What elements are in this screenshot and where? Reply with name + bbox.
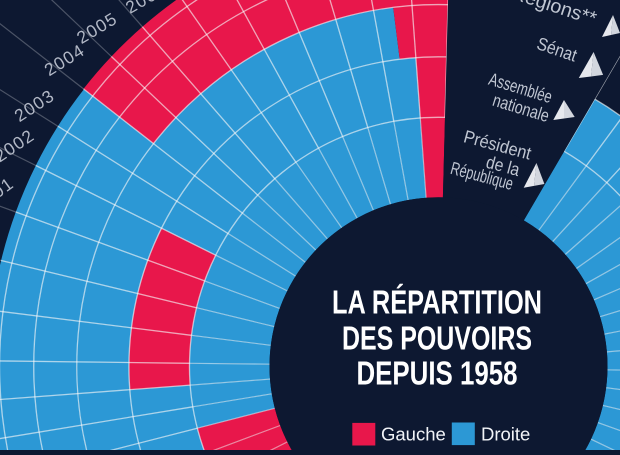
svg-text:Droite: Droite (481, 423, 530, 444)
svg-text:DEPUIS 1958: DEPUIS 1958 (357, 356, 518, 393)
svg-text:DES POUVOIRS: DES POUVOIRS (342, 321, 532, 358)
svg-text:LA RÉPARTITION: LA RÉPARTITION (332, 284, 542, 322)
svg-text:Gauche: Gauche (381, 423, 446, 444)
